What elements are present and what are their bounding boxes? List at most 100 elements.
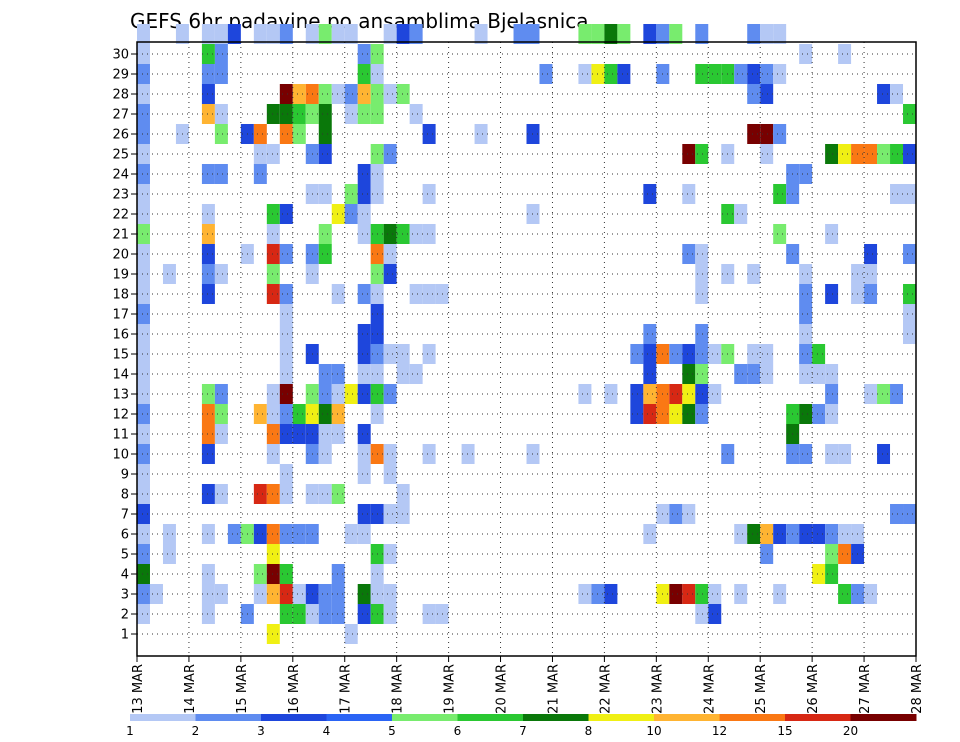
heatmap-cell xyxy=(682,584,696,604)
heatmap-cell xyxy=(864,264,878,284)
heatmap-cell xyxy=(214,424,228,444)
heatmap-cell xyxy=(890,504,904,524)
heatmap-cell xyxy=(214,484,228,504)
heatmap-cell xyxy=(279,24,293,44)
heatmap-cell xyxy=(708,604,722,624)
heatmap-cell xyxy=(383,244,397,264)
heatmap-cell xyxy=(669,504,683,524)
heatmap-cell xyxy=(201,384,215,404)
heatmap-cell xyxy=(838,44,852,64)
heatmap-cell xyxy=(253,584,267,604)
heatmap-cells xyxy=(137,24,916,644)
heatmap-cell xyxy=(214,584,228,604)
heatmap-cell xyxy=(734,364,748,384)
heatmap-cell xyxy=(877,84,891,104)
y-tick-label: 15 xyxy=(112,348,129,363)
heatmap-cell xyxy=(331,364,345,384)
heatmap-cell xyxy=(305,24,319,44)
colorbar-swatch xyxy=(523,714,589,721)
heatmap-cell xyxy=(877,144,891,164)
heatmap-cell xyxy=(604,64,618,84)
heatmap-cell xyxy=(137,584,150,604)
heatmap-cell xyxy=(396,364,410,384)
heatmap-cell xyxy=(396,24,410,44)
heatmap-cell xyxy=(708,384,722,404)
heatmap-cell xyxy=(253,484,267,504)
heatmap-cell xyxy=(137,304,150,324)
colorbar-label: 12 xyxy=(712,724,727,738)
x-tick-label: 27 MAR xyxy=(858,664,873,714)
heatmap-cell xyxy=(137,264,150,284)
y-tick-label: 1 xyxy=(121,628,129,643)
heatmap-cell xyxy=(344,384,358,404)
colorbar-label: 4 xyxy=(323,724,331,738)
y-tick-label: 3 xyxy=(121,588,129,603)
heatmap-cell xyxy=(344,104,358,124)
heatmap-cell xyxy=(773,64,787,84)
heatmap-cell xyxy=(357,184,371,204)
heatmap-cell xyxy=(279,324,293,344)
heatmap-cell xyxy=(682,384,696,404)
heatmap-cell xyxy=(253,164,267,184)
heatmap-cell xyxy=(890,184,904,204)
heatmap-cell xyxy=(357,444,371,464)
x-tick-label: 28 MAR xyxy=(910,664,925,714)
heatmap-cell xyxy=(760,144,774,164)
heatmap-cell xyxy=(773,184,787,204)
heatmap-cell xyxy=(734,524,748,544)
heatmap-cell xyxy=(137,144,150,164)
heatmap-cell xyxy=(383,604,397,624)
heatmap-cell xyxy=(617,64,631,84)
heatmap-cell xyxy=(708,344,722,364)
y-tick-label: 27 xyxy=(112,108,129,123)
heatmap-cell xyxy=(331,604,345,624)
heatmap-cell xyxy=(773,124,787,144)
heatmap-cell xyxy=(162,524,176,544)
heatmap-cell xyxy=(137,324,150,344)
y-tick-label: 30 xyxy=(112,48,129,63)
heatmap-cell xyxy=(201,24,215,44)
x-tick-label: 26 MAR xyxy=(806,664,821,714)
heatmap-cell xyxy=(825,364,839,384)
heatmap-cell xyxy=(201,264,215,284)
heatmap-cell xyxy=(318,404,332,424)
heatmap-cell xyxy=(799,524,813,544)
heatmap-cell xyxy=(318,484,332,504)
colorbar-label: 10 xyxy=(646,724,661,738)
heatmap-cell xyxy=(279,384,293,404)
heatmap-cell xyxy=(331,484,345,504)
heatmap-cell xyxy=(422,284,436,304)
heatmap-cell xyxy=(383,504,397,524)
heatmap-cell xyxy=(137,604,150,624)
heatmap-cell xyxy=(137,204,150,224)
heatmap-cell xyxy=(799,324,813,344)
heatmap-cell xyxy=(214,264,228,284)
heatmap-cell xyxy=(864,244,878,264)
heatmap-cell xyxy=(201,204,215,224)
heatmap-cell xyxy=(383,224,397,244)
heatmap-cell xyxy=(643,404,657,424)
heatmap-cell xyxy=(578,24,592,44)
heatmap-cell xyxy=(396,84,410,104)
heatmap-cell xyxy=(734,64,748,84)
y-tick-label: 7 xyxy=(121,508,129,523)
heatmap-cell xyxy=(903,284,916,304)
heatmap-cell xyxy=(344,624,358,644)
heatmap-cell xyxy=(214,164,228,184)
heatmap-cell xyxy=(669,344,683,364)
colorbar-swatch xyxy=(785,714,851,721)
heatmap-cell xyxy=(344,204,358,224)
heatmap-cell xyxy=(578,384,592,404)
heatmap-cell xyxy=(604,584,618,604)
heatmap-cell xyxy=(201,584,215,604)
heatmap-cell xyxy=(201,64,215,84)
heatmap-cell xyxy=(396,504,410,524)
heatmap-cell xyxy=(864,144,878,164)
heatmap-cell xyxy=(682,344,696,364)
heatmap-cell xyxy=(318,604,332,624)
heatmap-cell xyxy=(760,124,774,144)
heatmap-cell xyxy=(383,84,397,104)
colorbar-label: 20 xyxy=(843,724,858,738)
heatmap-cell xyxy=(357,164,371,184)
